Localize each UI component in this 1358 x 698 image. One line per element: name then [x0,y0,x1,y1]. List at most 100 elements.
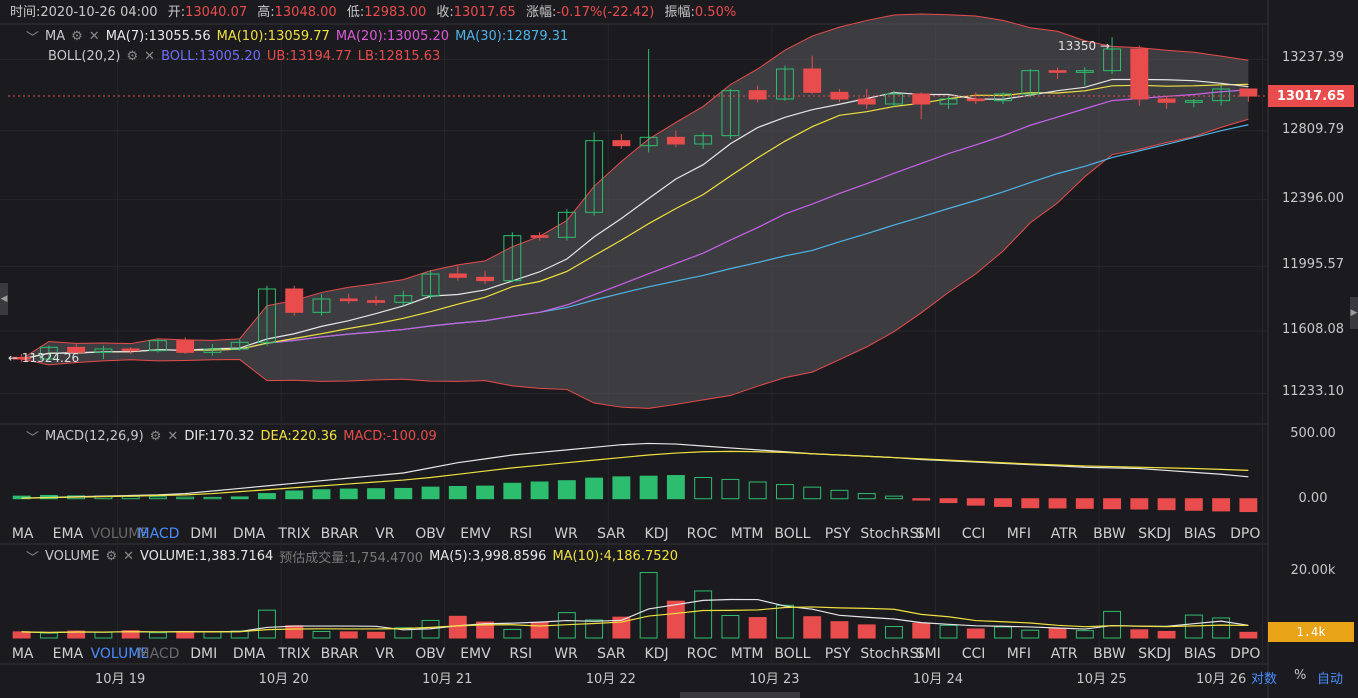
volume-bar [312,630,331,639]
volume-bar [775,604,794,639]
macd-histogram-bar [857,493,876,500]
macd-histogram-bar [1184,498,1203,511]
tab-mfi[interactable]: MFI [1006,646,1031,662]
tab-wr[interactable]: WR [554,646,578,662]
tab-dma[interactable]: DMA [232,526,266,542]
macd-dea-line [21,450,1249,499]
tab-smi[interactable]: SMI [915,646,941,662]
tab-obv[interactable]: OBV [415,646,446,662]
tab-dma[interactable]: DMA [232,646,266,662]
tab-wr[interactable]: WR [554,526,578,542]
tab-stochrsi[interactable]: StochRSI [860,646,923,662]
collapse-chevron-icon[interactable]: ﹀ [26,551,40,566]
tab-boll[interactable]: BOLL [774,646,811,662]
candle-body [476,276,495,282]
tab-mfi[interactable]: MFI [1006,526,1031,542]
boll-upper-band [21,13,1249,360]
tab-dpo[interactable]: DPO [1230,646,1261,662]
tab-stochrsi[interactable]: StochRSI [860,526,923,542]
tab-atr[interactable]: ATR [1050,526,1078,542]
settings-gear-icon[interactable]: ⚙ [149,429,162,444]
collapse-chevron-icon[interactable]: ﹀ [26,31,40,46]
close-icon[interactable]: ✕ [167,429,179,444]
candle-body [1075,70,1094,73]
tab-kdj[interactable]: KDJ [644,646,669,662]
tab-bias[interactable]: BIAS [1183,526,1217,542]
tab-cci[interactable]: CCI [961,646,986,662]
tab-trix[interactable]: TRIX [278,526,311,542]
right-panel-toggle[interactable]: ▶ [1350,297,1358,329]
volume-bar [1075,630,1094,639]
candle-body [421,273,440,297]
tab-roc[interactable]: ROC [686,526,718,542]
macd-histogram-bar [476,485,495,500]
tab-macd[interactable]: MACD [137,526,180,542]
tab-bbw[interactable]: BBW [1093,526,1126,542]
volume-indicator-name: VOLUME [45,549,100,564]
tab-bias[interactable]: BIAS [1183,646,1217,662]
tab-roc[interactable]: ROC [686,646,718,662]
tab-macd[interactable]: MACD [137,646,180,662]
tab-emv[interactable]: EMV [460,646,491,662]
tab-mtm[interactable]: MTM [730,646,764,662]
tab-skdj[interactable]: SKDJ [1138,526,1172,542]
volume-bar [1130,629,1149,639]
tab-dmi[interactable]: DMI [190,526,218,542]
tab-smi[interactable]: SMI [915,526,941,542]
candle-body [503,235,522,282]
tab-atr[interactable]: ATR [1050,646,1078,662]
tab-sar[interactable]: SAR [597,646,626,662]
tab-psy[interactable]: PSY [824,646,851,662]
tab-ema[interactable]: EMA [52,646,84,662]
settings-gear-icon[interactable]: ⚙ [71,29,83,44]
tab-ma[interactable]: MA [11,526,34,542]
tab-rsi[interactable]: RSI [509,646,533,662]
macd-histogram-bar [994,498,1012,507]
tab-kdj[interactable]: KDJ [644,526,669,542]
collapse-chevron-icon[interactable]: ﹀ [26,431,40,446]
volume-bar [258,609,276,639]
tab-ma[interactable]: MA [11,646,34,662]
left-panel-toggle[interactable]: ◀ [0,283,8,315]
tab-brar[interactable]: BRAR [320,646,359,662]
tab-skdj[interactable]: SKDJ [1138,646,1172,662]
volume-bar [476,621,495,639]
candle-body [557,211,576,238]
tab-dmi[interactable]: DMI [190,646,218,662]
candle-body [258,288,276,343]
candle-body [939,98,958,105]
tab-volume[interactable]: VOLUME [90,526,150,542]
tab-cci[interactable]: CCI [961,526,986,542]
volume-ma10-line [21,606,1249,634]
indicator-tabs-macd-pane: MA EMA VOLUME MACD DMI DMA TRIX BRAR VR OBV EMV RSI… [0,522,1268,546]
tab-vr[interactable]: VR [375,526,395,542]
tab-brar[interactable]: BRAR [320,526,359,542]
tab-bbw[interactable]: BBW [1093,646,1126,662]
close-icon[interactable]: ✕ [123,549,135,564]
volume-bar [67,630,86,639]
tab-psy[interactable]: PSY [824,526,851,542]
tab-ema[interactable]: EMA [52,526,84,542]
candle-body [1130,48,1149,100]
close-icon[interactable]: ✕ [88,29,100,44]
close-icon[interactable]: ✕ [144,49,156,64]
settings-gear-icon[interactable]: ⚙ [126,49,139,64]
tab-obv[interactable]: OBV [415,526,446,542]
tab-rsi[interactable]: RSI [509,526,533,542]
current-price-tag: 13017.65 [1268,85,1354,108]
tab-emv[interactable]: EMV [460,526,491,542]
tab-vr[interactable]: VR [375,646,395,662]
settings-gear-icon[interactable]: ⚙ [105,549,118,564]
tab-mtm[interactable]: MTM [730,526,764,542]
log-scale-toggle[interactable]: 对数 [1251,672,1278,687]
volume-bar [1048,628,1067,639]
tab-boll[interactable]: BOLL [774,526,811,542]
auto-scale-toggle[interactable]: 自动 [1317,672,1344,687]
ma7-line [21,78,1249,360]
tab-sar[interactable]: SAR [597,526,626,542]
tab-trix[interactable]: TRIX [278,646,311,662]
tab-dpo[interactable]: DPO [1230,526,1261,542]
tab-volume[interactable]: VOLUME [90,646,150,662]
percent-scale-toggle[interactable]: % [1294,668,1307,683]
